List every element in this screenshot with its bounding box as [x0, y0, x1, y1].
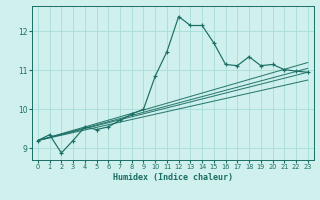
X-axis label: Humidex (Indice chaleur): Humidex (Indice chaleur) [113, 173, 233, 182]
